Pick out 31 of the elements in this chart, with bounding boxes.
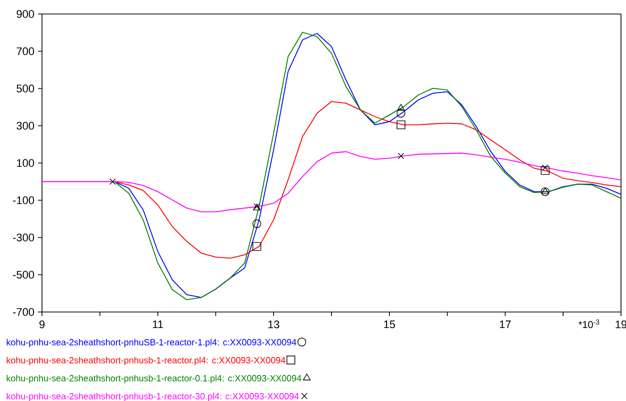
- x-axis-title: *10$^{-3}$: [578, 320, 600, 328]
- point: [397, 104, 405, 111]
- y-tick-label: 300: [16, 122, 34, 130]
- y-tick-label: -100: [13, 196, 34, 204]
- y-tick-label: -300: [13, 234, 34, 242]
- y-tick-label: -500: [13, 270, 34, 279]
- point: [398, 152, 404, 160]
- point: [540, 166, 550, 175]
- point: [396, 108, 406, 118]
- y-tick-label: 900: [16, 10, 34, 18]
- text: kohu-pnhu-sea-2sheathshort-pnhusb-1-reactor-0.1.pl4: c:XX0093-XX0094: [6, 374, 302, 384]
- y-tick-label: 100: [17, 159, 34, 167]
- text: kohu-pnhu-sea-2sheathshort-pnhusb-1-reactor.pl4: c:XX0093-XX0094: [6, 356, 286, 366]
- point: [252, 219, 262, 228]
- x-tick-label: 15: [384, 320, 396, 328]
- point: [541, 187, 549, 194]
- point: [109, 178, 116, 185]
- y-tick-label: 500: [16, 84, 34, 92]
- x-tick-label: 11: [152, 320, 163, 328]
- x-tick-label: 17: [500, 320, 511, 328]
- x-tick-label: 13: [268, 320, 280, 328]
- text: kohu-pnhu-sea-2sheathshort-pnhusb-1-reactor-30.pl4: c:XX0093-XX0094: [6, 392, 299, 401]
- y-tick-label: -700: [13, 308, 34, 316]
- point: [542, 164, 548, 171]
- point: [396, 120, 406, 130]
- point: [252, 242, 262, 251]
- x-tick-label: 9: [39, 320, 45, 328]
- point: [540, 187, 550, 196]
- line-series: [114, 101, 622, 259]
- y-tick-label: 700: [16, 47, 34, 56]
- text: kohu-pnhu-sea-2sheathshort-pnhuSB-1-reactor-1.pl4: c:XX0093-XX0094: [6, 338, 296, 348]
